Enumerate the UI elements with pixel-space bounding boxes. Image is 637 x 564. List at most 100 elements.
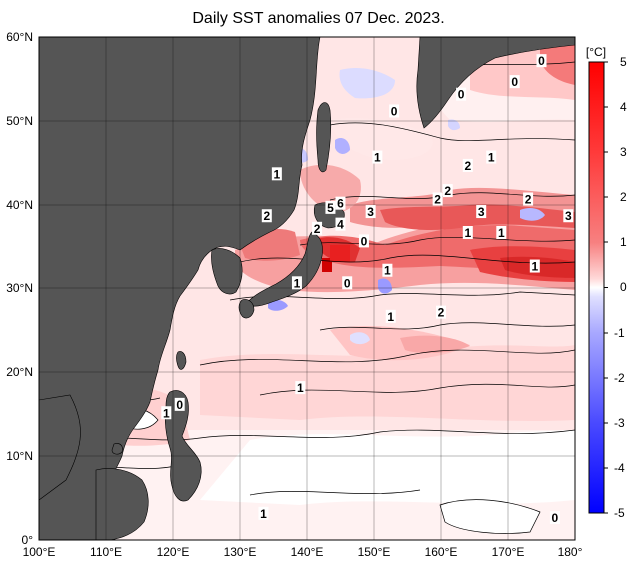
- contour-label-bg: [529, 259, 540, 273]
- lat-label-20: 20°N: [6, 365, 33, 379]
- contour-label-bg: [291, 276, 302, 290]
- contour-label-bg: [456, 87, 467, 101]
- colorbar-tick-1: 1: [620, 235, 627, 249]
- contour-label: 0: [538, 54, 545, 68]
- lat-label-10: 10°N: [6, 449, 33, 463]
- contour-label-bg: [432, 192, 443, 206]
- contour-label: 0: [391, 104, 398, 118]
- colorbar-tick-neg3: -3: [614, 416, 625, 430]
- lon-label-130: 130°E: [224, 545, 257, 559]
- contour-label-bg: [385, 309, 396, 323]
- grid-lines: [38, 36, 576, 541]
- contour-label-bg: [509, 75, 520, 89]
- contour-label-bg: [295, 381, 306, 395]
- contour-label-bg: [389, 104, 400, 118]
- lat-label-40: 40°N: [6, 198, 33, 212]
- contour-label-bg: [442, 184, 453, 198]
- contour-label-bg: [258, 506, 269, 520]
- colorbar-tick-neg1: -1: [614, 326, 625, 340]
- colorbar-gradient: [588, 61, 605, 514]
- contour-label-bg: [549, 511, 560, 525]
- contour-label: 2: [464, 159, 471, 173]
- lon-label-110: 110°E: [90, 545, 122, 559]
- colorbar-tick-neg4: -4: [614, 461, 625, 475]
- contour-label: 1: [384, 264, 391, 278]
- lat-label-60: 60°N: [6, 30, 33, 44]
- lon-label-180: 180°: [558, 545, 583, 559]
- contour-label: 0: [458, 88, 465, 102]
- contour-label-bg: [161, 406, 172, 420]
- contour-label-bg: [372, 150, 383, 164]
- colorbar-tick-2: 2: [620, 190, 627, 204]
- contour-label: 2: [525, 192, 532, 206]
- contour-label: 3: [565, 209, 572, 223]
- contour-label-bg: [261, 209, 272, 223]
- lon-label-120: 120°E: [157, 545, 190, 559]
- lat-label-50: 50°N: [6, 114, 33, 128]
- contour-label: 3: [367, 205, 374, 219]
- contour-label-bg: [365, 205, 376, 219]
- contour-label-bg: [382, 263, 393, 277]
- contour-label: 1: [374, 151, 381, 165]
- colorbar-unit: [°C]: [586, 45, 606, 59]
- colorbar-tick-neg5: -5: [614, 506, 625, 520]
- contour-label-bg: [563, 209, 574, 223]
- contour-label-bg: [312, 221, 323, 235]
- contour-label: 3: [478, 205, 485, 219]
- contour-label: 2: [438, 306, 445, 320]
- contour-label-bg: [486, 150, 497, 164]
- contour-label: 0: [361, 234, 368, 248]
- land-masses: [38, 36, 576, 541]
- contour-label-bg: [496, 226, 507, 240]
- colorbar-tick-4: 4: [620, 100, 627, 114]
- contour-label: 0: [344, 276, 351, 290]
- colorbar: [°C] 5 4 3 2 1 0 -1 -2 -3 -4 -5: [586, 45, 627, 520]
- longitude-labels: 100°E 110°E 120°E 130°E 140°E 150°E 160°…: [23, 545, 583, 559]
- contour-label: 1: [531, 260, 538, 274]
- contour-label: 1: [274, 167, 281, 181]
- contour-label-bg: [342, 276, 353, 290]
- contour-label-bg: [358, 234, 369, 248]
- contour-label-bg: [335, 217, 346, 231]
- lon-label-150: 150°E: [358, 545, 391, 559]
- contour-label-bg: [536, 54, 547, 68]
- lon-label-170: 170°E: [492, 545, 525, 559]
- lon-label-160: 160°E: [425, 545, 458, 559]
- map-frame: [38, 36, 576, 541]
- contour-label-bg: [462, 158, 473, 172]
- contour-label-bg: [523, 192, 534, 206]
- contour-label: 0: [176, 398, 183, 412]
- colorbar-tick-5: 5: [620, 55, 627, 69]
- contour-label: 1: [260, 507, 267, 521]
- contour-label: 1: [163, 406, 170, 420]
- contour-label: 0: [511, 75, 518, 89]
- lat-label-30: 30°N: [6, 281, 33, 295]
- lon-label-140: 140°E: [291, 545, 324, 559]
- contour-label: 0: [552, 511, 559, 525]
- contour-label: 1: [498, 226, 505, 240]
- colorbar-tick-3: 3: [620, 145, 627, 159]
- contour-label-bg: [462, 226, 473, 240]
- contour-label: 1: [294, 276, 301, 290]
- contour-label: 4: [337, 218, 344, 232]
- lon-label-100: 100°E: [23, 545, 56, 559]
- contour-label: 1: [488, 151, 495, 165]
- contour-label-bg: [436, 305, 446, 319]
- contour-label-bg: [174, 397, 185, 411]
- latitude-labels: 60°N 50°N 40°N 30°N 20°N 10°N 0°: [6, 30, 33, 547]
- contour-label: 2: [314, 222, 321, 236]
- contour-label-bg: [335, 196, 346, 210]
- contour-label-bg: [271, 167, 282, 181]
- contour-label: 2: [263, 209, 270, 223]
- lat-label-0: 0°: [22, 533, 34, 547]
- contour-label-bg: [325, 200, 336, 214]
- contour-label: 1: [464, 226, 471, 240]
- contour-label: 5: [327, 201, 334, 215]
- contour-label: 1: [387, 310, 394, 324]
- contour-label: 2: [434, 192, 441, 206]
- contour-label-bg: [476, 205, 487, 219]
- contour-label: 1: [297, 381, 304, 395]
- contour-label: 2: [444, 184, 451, 198]
